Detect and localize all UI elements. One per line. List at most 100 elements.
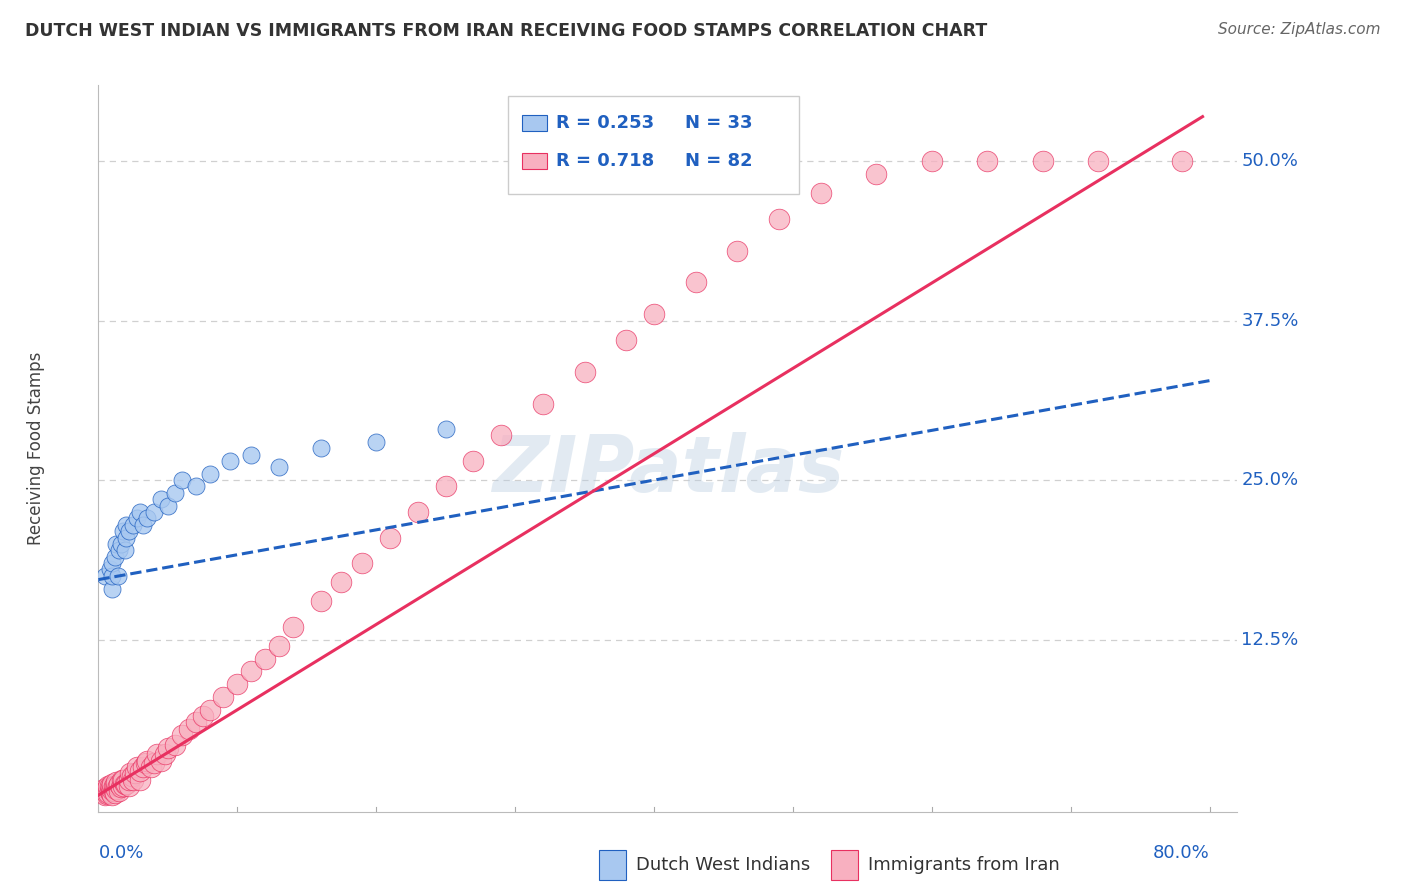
Point xyxy=(110,537,132,551)
Point xyxy=(103,779,125,793)
Point xyxy=(97,786,120,800)
Point xyxy=(406,505,429,519)
Text: 50.0%: 50.0% xyxy=(1241,153,1298,170)
Point xyxy=(114,543,136,558)
Point xyxy=(136,511,159,525)
Point xyxy=(103,784,125,798)
Point xyxy=(810,186,832,201)
Point xyxy=(101,783,124,797)
Point xyxy=(101,568,124,582)
Point xyxy=(104,779,127,793)
Point xyxy=(1032,154,1054,169)
Point xyxy=(101,582,124,596)
Point xyxy=(122,772,145,787)
Point xyxy=(104,549,127,564)
Point xyxy=(309,594,332,608)
Point xyxy=(219,454,242,468)
FancyBboxPatch shape xyxy=(509,95,799,194)
Point xyxy=(91,786,114,800)
Point xyxy=(98,562,121,576)
Point xyxy=(170,473,193,487)
Text: Dutch West Indians: Dutch West Indians xyxy=(636,856,810,874)
Text: N = 33: N = 33 xyxy=(685,114,752,132)
Text: Receiving Food Stamps: Receiving Food Stamps xyxy=(27,351,45,545)
Point xyxy=(352,556,374,570)
Point xyxy=(132,517,155,532)
Text: DUTCH WEST INDIAN VS IMMIGRANTS FROM IRAN RECEIVING FOOD STAMPS CORRELATION CHAR: DUTCH WEST INDIAN VS IMMIGRANTS FROM IRA… xyxy=(25,22,987,40)
Point xyxy=(118,772,141,787)
Point xyxy=(921,154,943,169)
Text: 0.0%: 0.0% xyxy=(98,844,143,862)
Point xyxy=(330,575,353,590)
Point xyxy=(865,167,887,181)
Point xyxy=(156,741,179,756)
Point xyxy=(267,639,290,653)
Text: 12.5%: 12.5% xyxy=(1241,631,1299,648)
Point xyxy=(184,479,207,493)
Bar xyxy=(522,153,547,169)
Text: 25.0%: 25.0% xyxy=(1241,471,1299,489)
Point xyxy=(1170,154,1192,169)
Point xyxy=(93,781,115,796)
Point xyxy=(366,434,388,449)
Point xyxy=(129,764,152,778)
Text: Source: ZipAtlas.com: Source: ZipAtlas.com xyxy=(1218,22,1381,37)
Point xyxy=(212,690,235,704)
Point xyxy=(94,784,117,798)
Point xyxy=(254,651,277,665)
Point xyxy=(489,428,512,442)
Point xyxy=(145,747,167,762)
Point xyxy=(105,781,128,796)
Point xyxy=(614,333,637,347)
Point xyxy=(115,517,138,532)
Point xyxy=(101,556,124,570)
Point xyxy=(170,728,193,742)
Point xyxy=(177,722,200,736)
Point xyxy=(114,777,136,791)
Point xyxy=(122,517,145,532)
Point xyxy=(104,786,127,800)
Point xyxy=(108,784,131,798)
Point xyxy=(118,779,141,793)
Point xyxy=(149,492,172,507)
Point xyxy=(111,772,134,787)
Point xyxy=(240,448,263,462)
Point xyxy=(127,511,149,525)
Text: R = 0.253: R = 0.253 xyxy=(557,114,654,132)
Point xyxy=(143,756,166,771)
Point xyxy=(110,780,132,795)
Point xyxy=(97,779,120,793)
Bar xyxy=(522,115,547,131)
Point xyxy=(101,788,124,802)
Point xyxy=(100,780,122,795)
Point xyxy=(281,620,304,634)
Point xyxy=(96,781,118,796)
Point xyxy=(1087,154,1109,169)
Point xyxy=(94,568,117,582)
Point xyxy=(108,777,131,791)
Point xyxy=(98,779,121,793)
Text: 80.0%: 80.0% xyxy=(1153,844,1209,862)
Point xyxy=(127,760,149,774)
Point xyxy=(129,505,152,519)
Point xyxy=(191,709,214,723)
Text: ZIPatlas: ZIPatlas xyxy=(492,432,844,508)
Point xyxy=(198,703,221,717)
Point xyxy=(98,784,121,798)
Point xyxy=(378,531,401,545)
Text: R = 0.718: R = 0.718 xyxy=(557,152,654,170)
Point xyxy=(100,786,122,800)
Point xyxy=(107,568,129,582)
Point xyxy=(108,543,131,558)
Point xyxy=(132,760,155,774)
Text: Immigrants from Iran: Immigrants from Iran xyxy=(868,856,1059,874)
Point xyxy=(198,467,221,481)
Point xyxy=(105,775,128,789)
Point xyxy=(531,396,554,410)
Point xyxy=(643,307,665,321)
Point xyxy=(434,422,457,436)
Point xyxy=(105,537,128,551)
Point xyxy=(574,365,596,379)
Point xyxy=(124,766,146,780)
Point xyxy=(309,442,332,455)
